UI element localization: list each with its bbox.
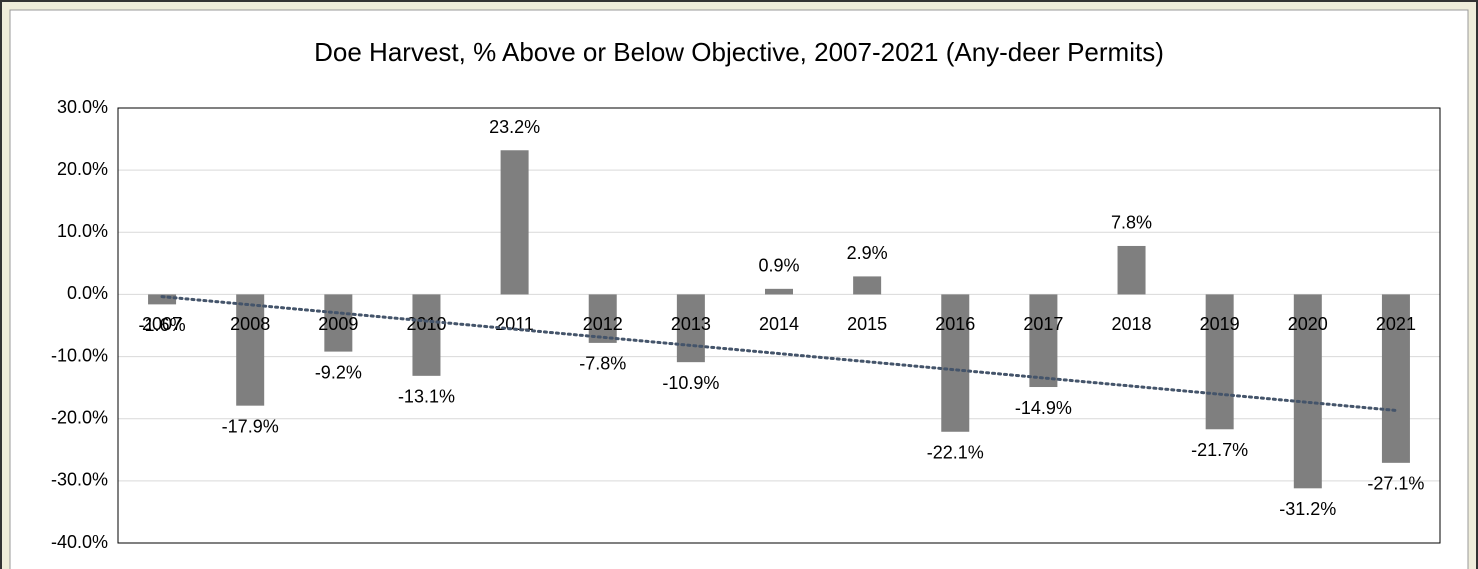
data-label: -1.6% [139,315,186,335]
bar [676,294,705,363]
y-tick-label: 30.0% [57,97,108,117]
bar [941,294,970,432]
x-tick-label: 2015 [847,314,887,334]
data-label: -22.1% [927,443,984,463]
y-tick-label: -10.0% [51,345,108,365]
bar [853,276,882,295]
bar [1117,245,1146,295]
bar [324,294,353,352]
x-tick-label: 2010 [406,314,446,334]
data-label: 0.9% [758,256,799,276]
y-tick-label: -20.0% [51,407,108,427]
data-label: -10.9% [662,373,719,393]
chart-area [9,9,1469,569]
x-tick-label: 2013 [671,314,711,334]
data-label: -21.7% [1191,440,1248,460]
bar [1381,294,1410,463]
bar [588,294,617,343]
x-tick-label: 2008 [230,314,270,334]
data-label: -31.2% [1279,499,1336,519]
data-label: -17.9% [222,416,279,436]
y-tick-label: 10.0% [57,221,108,241]
bar [765,288,793,295]
data-label: -27.1% [1367,474,1424,494]
bar [500,150,529,295]
x-tick-label: 2017 [1023,314,1063,334]
bar [148,294,177,305]
x-tick-label: 2012 [583,314,623,334]
chart-title: Doe Harvest, % Above or Below Objective,… [314,37,1164,67]
x-tick-label: 2007 [142,314,182,334]
trendline [160,295,1398,412]
x-tick-label: 2009 [318,314,358,334]
y-tick-label: -30.0% [51,470,108,490]
data-label: -7.8% [579,354,626,374]
x-tick-label: 2019 [1200,314,1240,334]
data-label: -13.1% [398,387,455,407]
x-tick-label: 2016 [935,314,975,334]
data-label: 23.2% [489,117,540,137]
x-tick-label: 2021 [1376,314,1416,334]
data-label: -14.9% [1015,398,1072,418]
y-tick-label: 20.0% [57,159,108,179]
bar [1205,294,1234,430]
data-label: -9.2% [315,362,362,382]
y-tick-label: 0.0% [67,283,108,303]
bar [412,294,441,376]
x-tick-label: 2018 [1112,314,1152,334]
data-label: 7.8% [1111,213,1152,233]
bar [1293,294,1322,489]
x-tick-label: 2020 [1288,314,1328,334]
bar [1029,294,1058,388]
bar [236,294,265,406]
plot-border [117,107,1441,544]
x-tick-label: 2014 [759,314,799,334]
y-tick-label: -40.0% [51,532,108,552]
data-label: 2.9% [847,243,888,263]
